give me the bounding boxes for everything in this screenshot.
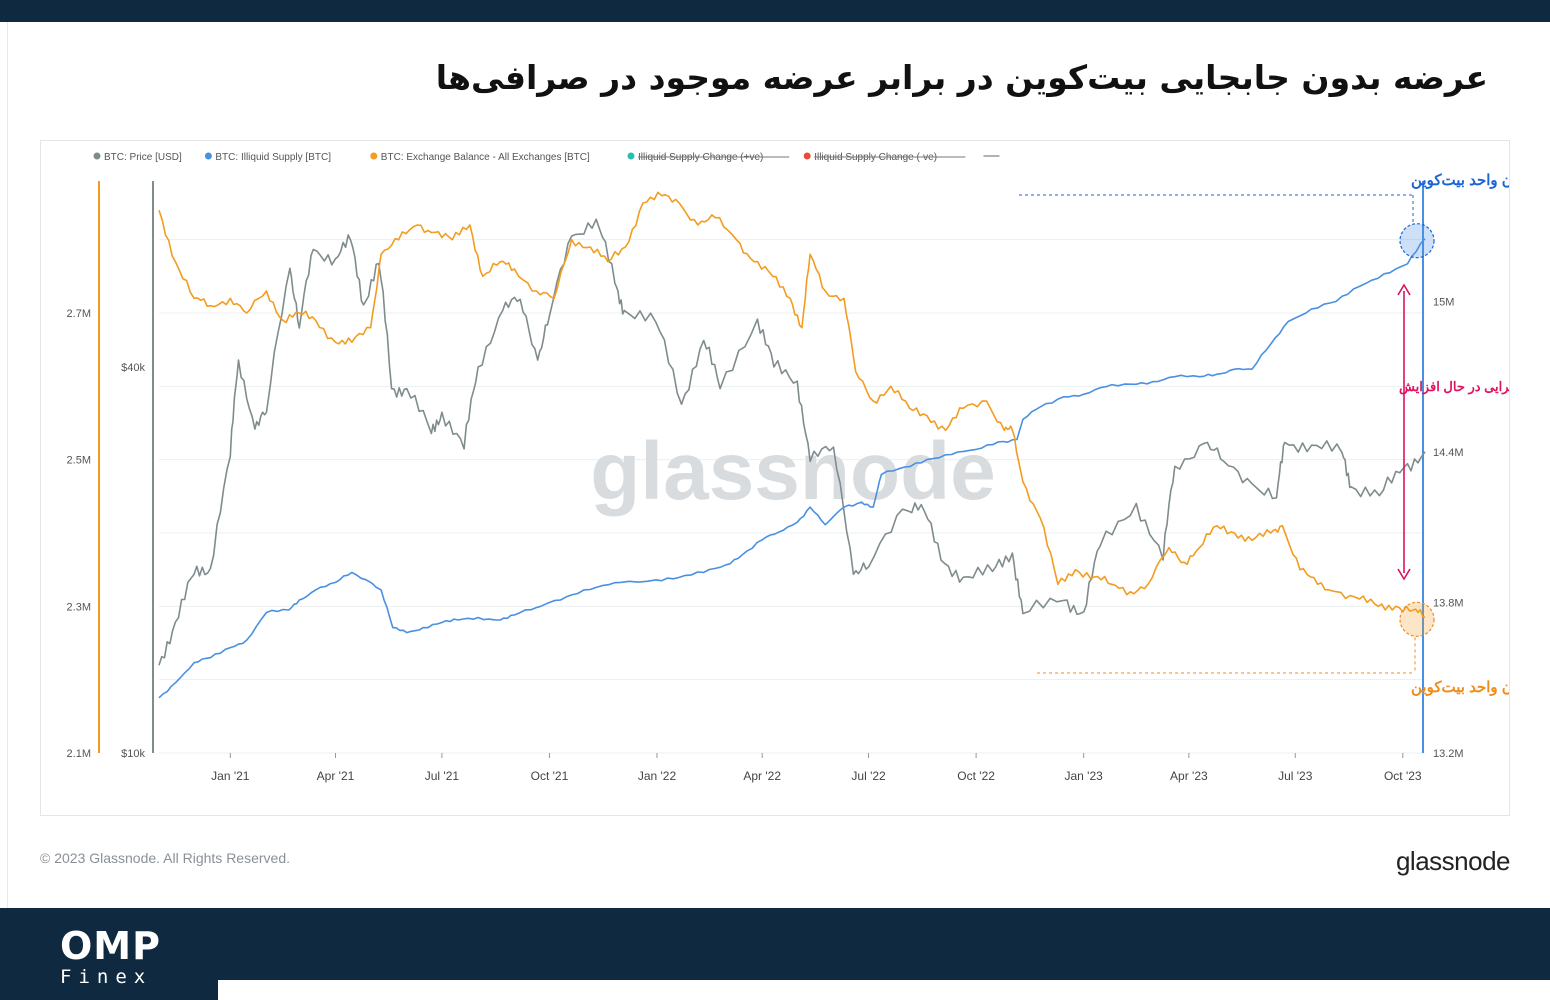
price-axis-tick-1: $40k: [121, 362, 145, 374]
divergence-arrow-head-up: [1397, 283, 1411, 296]
watermark-text: glassnode: [590, 426, 996, 517]
illiquid-series-line: [158, 238, 1426, 699]
bottom-strip: [218, 980, 1550, 1000]
x-tick-label-1: Apr '21: [317, 769, 355, 783]
legend-label-0: BTC: Price [USD]: [104, 152, 182, 163]
divergence-label: واگرایی در حال افزایش: [1399, 378, 1509, 395]
x-tick-label-2: Jul '21: [425, 769, 460, 783]
copyright-text: © 2023 Glassnode. All Rights Reserved.: [40, 850, 291, 866]
x-tick-label-11: Oct '23: [1384, 769, 1422, 783]
legend-label-2: BTC: Exchange Balance - All Exchanges [B…: [381, 152, 590, 163]
illiquid-axis-tick-3: 15M: [1433, 296, 1454, 308]
chart-panel: glassnode 2.1M 2.3M 2.5M 2.7M $10k $40k 13.2M 13…: [40, 140, 1510, 816]
divergence-arrow-head-down: [1397, 568, 1411, 581]
price-series-line: [158, 218, 1426, 666]
top-annotation-text: سقف تاریخی عرضه در اختیار هولدرهای بلندم…: [1411, 172, 1509, 189]
exchange-axis-tick-1: 2.3M: [67, 601, 91, 613]
chart-svg: glassnode 2.1M 2.3M 2.5M 2.7M $10k $40k 13.2M 13…: [67, 152, 1509, 783]
illiquid-axis-tick-0: 13.2M: [1433, 748, 1464, 760]
omp-logo: OMP: [60, 924, 161, 968]
x-tick-label-5: Apr '22: [743, 769, 781, 783]
top-bar: [0, 0, 1550, 22]
exchange-low-highlight: [1399, 601, 1435, 637]
illiquid-axis-tick-2: 14.4M: [1433, 447, 1464, 459]
x-tick-label-6: Jul '22: [851, 769, 886, 783]
page-title: عرضه بدون جابجایی بیت‌کوین در برابر عرضه…: [435, 58, 1488, 97]
legend-marker-2: [370, 152, 378, 160]
brand-logo-text: glassnode: [1395, 846, 1511, 876]
bottom-annotation-text: کف 5 ساله عرضه موجود در صرافی‌ها: 2.3 می…: [1411, 679, 1509, 696]
illiquid-peak-highlight: [1399, 223, 1435, 259]
legend-marker-3: [627, 152, 635, 160]
legend-marker-4: [803, 152, 811, 160]
left-rule: [7, 22, 8, 908]
x-tick-label-3: Oct '21: [531, 769, 569, 783]
exchange-axis-tick-3: 2.7M: [67, 308, 91, 320]
x-tick-label-10: Jul '23: [1278, 769, 1313, 783]
price-axis-tick-0: $10k: [121, 748, 145, 760]
finex-logo: Finex: [60, 966, 153, 988]
exchange-series-line: [158, 191, 1426, 619]
illiquid-axis-tick-1: 13.8M: [1433, 597, 1464, 609]
x-tick-label-4: Jan '22: [638, 769, 677, 783]
x-tick-label-7: Oct '22: [957, 769, 995, 783]
x-tick-label-8: Jan '23: [1064, 769, 1103, 783]
x-tick-label-0: Jan '21: [211, 769, 250, 783]
legend-marker-0: [93, 152, 101, 160]
exchange-axis-tick-0: 2.1M: [67, 748, 91, 760]
legend-label-1: BTC: Illiquid Supply [BTC]: [215, 152, 331, 163]
x-tick-label-9: Apr '23: [1170, 769, 1208, 783]
exchange-axis-tick-2: 2.5M: [67, 455, 91, 467]
legend-marker-1: [204, 152, 212, 160]
